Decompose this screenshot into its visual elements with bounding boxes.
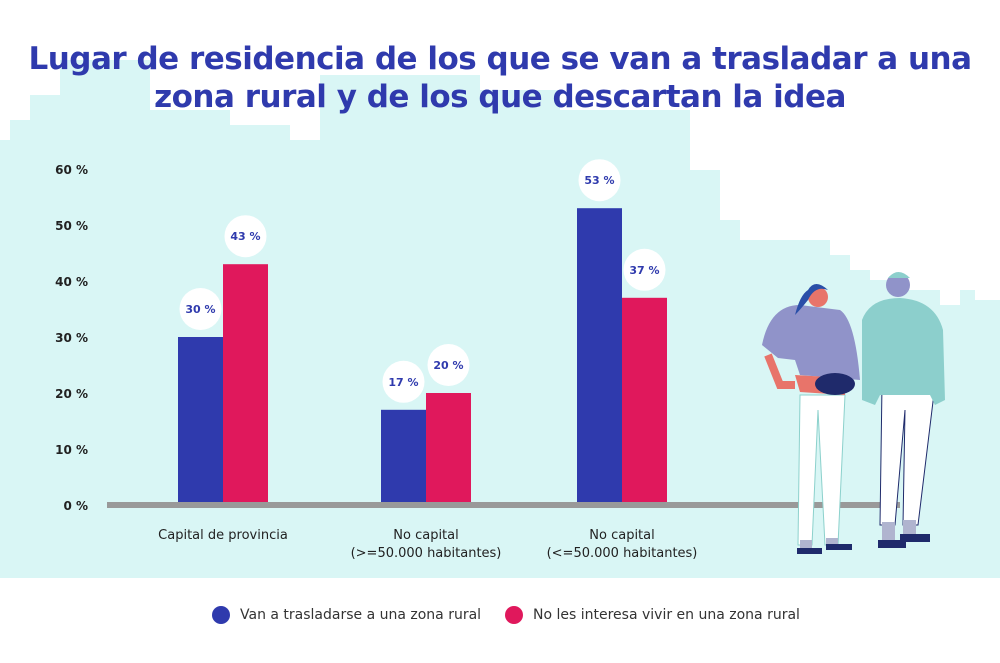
- x-category-label: (>=50.000 habitantes): [351, 546, 502, 561]
- data-label: 43 %: [230, 230, 260, 243]
- chart-title: Lugar de residencia de los que se van a …: [28, 41, 972, 115]
- data-label-bubble: [382, 360, 425, 403]
- y-tick-label: 40 %: [55, 275, 88, 289]
- x-category-label: (<=50.000 habitantes): [547, 546, 698, 561]
- y-tick-label: 0 %: [63, 499, 88, 513]
- x-category-label: No capital: [589, 528, 654, 543]
- people-illustration: [762, 272, 945, 554]
- bar: [577, 208, 622, 502]
- legend-item-series-2: No les interesa vivir en una zona rural: [505, 606, 800, 624]
- y-tick-label: 60 %: [55, 163, 88, 177]
- data-label: 17 %: [388, 376, 418, 389]
- bar: [426, 393, 471, 502]
- y-tick-label: 10 %: [55, 443, 88, 457]
- legend-swatch: [212, 606, 230, 624]
- data-label-bubble: [578, 159, 621, 202]
- legend-label: No les interesa vivir en una zona rural: [533, 607, 800, 623]
- y-tick-label: 50 %: [55, 219, 88, 233]
- data-label: 53 %: [584, 174, 614, 187]
- data-label: 20 %: [433, 359, 463, 372]
- legend-label: Van a trasladarse a una zona rural: [240, 607, 482, 623]
- y-tick-label: 30 %: [55, 331, 88, 345]
- bar: [622, 297, 667, 502]
- data-label: 37 %: [629, 264, 659, 277]
- x-category-label: No capital: [393, 528, 458, 543]
- data-label-bubble: [179, 288, 222, 330]
- x-category-label: Capital de provincia: [158, 528, 288, 543]
- data-label-bubble: [224, 215, 267, 258]
- x-axis-baseline: [107, 502, 900, 508]
- data-label-bubble: [623, 248, 666, 291]
- y-tick-label: 20 %: [55, 387, 88, 401]
- data-label-bubble: [427, 344, 470, 386]
- bar: [223, 264, 268, 502]
- data-label: 30 %: [185, 303, 215, 316]
- legend-item-series-1: Van a trasladarse a una zona rural: [212, 606, 481, 624]
- bar: [381, 409, 426, 502]
- legend-swatch: [505, 606, 523, 624]
- bar: [178, 337, 223, 502]
